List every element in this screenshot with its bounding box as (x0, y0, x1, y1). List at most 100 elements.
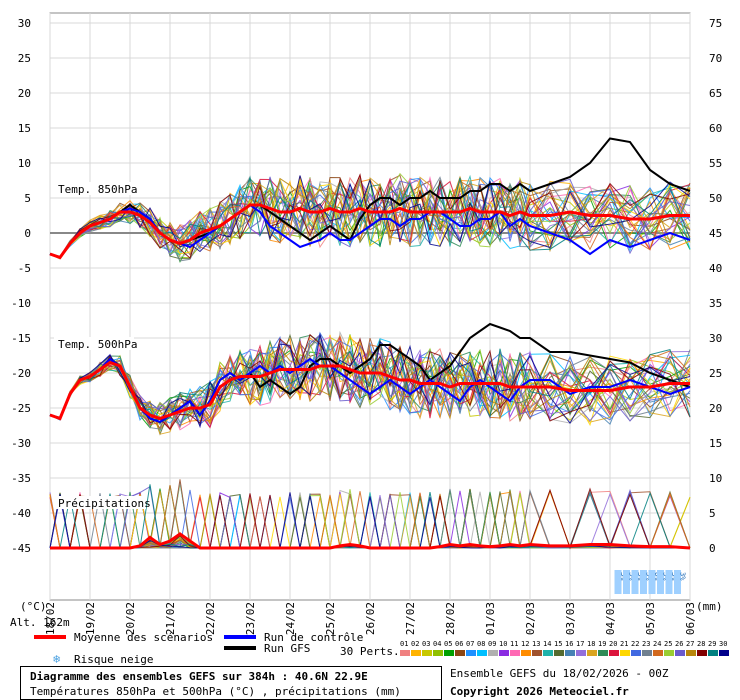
y-right-tick-label: 75 (709, 17, 722, 30)
y-left-tick-label: 15 (18, 122, 31, 135)
y-left-tick-label: -30 (11, 437, 31, 450)
pert-id-label: 21 (620, 640, 628, 648)
pert-id-label: 01 (400, 640, 408, 648)
mean-t850-line (49, 203, 690, 260)
pert-color-swatch (477, 650, 487, 656)
y-right-tick-label: 60 (709, 122, 722, 135)
pert-color-swatch (400, 650, 410, 656)
control-t850-line (49, 203, 691, 259)
pert-color-swatch (444, 650, 454, 656)
pert-id-label: 16 (565, 640, 573, 648)
pert-color-swatch (708, 650, 718, 656)
snow-risk-bar (674, 570, 681, 594)
pert-color-swatch (466, 650, 476, 656)
y-right-tick-label: 65 (709, 87, 722, 100)
snow-risk-bar (640, 570, 647, 594)
pert-color-swatch (422, 650, 432, 656)
pert-id-label: 22 (631, 640, 639, 648)
pert-id-label: 07 (466, 640, 474, 648)
pert-t850-line (49, 175, 691, 259)
y-left-tick-label: -40 (11, 507, 31, 520)
y-right-tick-label: 25 (709, 367, 722, 380)
legend-gfs-label: Run GFS (264, 642, 310, 655)
pert-id-label: 18 (587, 640, 595, 648)
snow-risk-bar (665, 570, 673, 594)
pert-id-label: 06 (455, 640, 463, 648)
pert-color-swatch (510, 650, 520, 656)
pert-color-swatch (554, 650, 564, 656)
pert-id-label: 04 (433, 640, 441, 648)
y-left-tick-label: -10 (11, 297, 31, 310)
pert-id-label: 02 (411, 640, 419, 648)
pert-color-swatch (686, 650, 696, 656)
legend-control-label: Run de contrôle (264, 631, 363, 644)
y-left-tick-label: 5 (24, 192, 31, 205)
pert-color-swatch (609, 650, 619, 656)
main-series (49, 137, 691, 550)
x-tick-label: 26/02 (364, 602, 377, 635)
mean-t500-line (49, 360, 690, 421)
pert-t850-line (49, 174, 691, 259)
pert-id-label: 13 (532, 640, 540, 648)
x-axis: 18/02 19/02 20/02 21/02 22/02 23/02 24/02 25/02… (44, 602, 697, 635)
snow-risk-value: 3% (679, 572, 687, 581)
x-tick-label: 01/03 (484, 602, 497, 635)
y-left-tick-label: 0 (24, 227, 31, 240)
pert-color-swatch (642, 650, 652, 656)
pert-t850-line (49, 172, 691, 259)
x-tick-label: 02/03 (524, 602, 537, 635)
pert-t500-line (49, 339, 691, 430)
y-right-tick-label: 35 (709, 297, 722, 310)
pert-color-swatch (532, 650, 542, 656)
y-right-tick-label: 10 (709, 472, 722, 485)
x-tick-label: 22/02 (204, 602, 217, 635)
label-temp-500: Temp. 500hPa (58, 338, 137, 351)
pert-color-swatch (499, 650, 509, 656)
pert-id-label: 23 (642, 640, 650, 648)
pert-color-swatch (587, 650, 597, 656)
y-left-tick-label: -35 (11, 472, 31, 485)
mean-precip-line (50, 532, 691, 550)
y-right-tick-label: 45 (709, 227, 722, 240)
snowflake-icon: ❄ (53, 652, 60, 666)
pert-id-label: 10 (499, 640, 507, 648)
y-axis-left: 30 25 20 15 10 5 0 -5 -10 -15 -20 -25 -30 -35 -40 -45 (11, 17, 31, 555)
pert-id-label: 14 (543, 640, 551, 648)
snow-risk-bar (614, 570, 622, 594)
y-left-tick-label: -15 (11, 332, 31, 345)
legend-snow-label: Risque neige (74, 653, 153, 666)
pert-color-swatch (620, 650, 630, 656)
y-right-tick-label: 55 (709, 157, 722, 170)
pert-t850-line (49, 180, 691, 259)
pert-id-label: 26 (675, 640, 683, 648)
pert-t500-line (49, 331, 691, 428)
chart-subtitle: Températures 850hPa et 500hPa (°C) , pré… (30, 685, 401, 698)
x-tick-label: 28/02 (444, 602, 457, 635)
right-unit: (mm) (696, 600, 723, 613)
pert-color-swatch (455, 650, 465, 656)
pert-id-label: 11 (510, 640, 518, 648)
x-tick-label: 05/03 (644, 602, 657, 635)
y-left-tick-label: 30 (18, 17, 31, 30)
label-temp-850: Temp. 850hPa (58, 183, 137, 196)
pert-id-label: 20 (609, 640, 617, 648)
x-tick-label: 03/03 (564, 602, 577, 635)
x-tick-label: 27/02 (404, 602, 417, 635)
pert-id-label: 25 (664, 640, 672, 648)
y-left-tick-label: -20 (11, 367, 31, 380)
t500-label-bg (54, 337, 134, 350)
pert-color-swatch (521, 650, 531, 656)
pert-id-label: 19 (598, 640, 606, 648)
pert-id-label: 17 (576, 640, 584, 648)
copyright: Copyright 2026 Meteociel.fr (450, 685, 629, 698)
y-right-tick-label: 5 (709, 507, 716, 520)
pert-color-swatch (598, 650, 608, 656)
chart-title: Diagramme des ensembles GEFS sur 384h : … (30, 670, 368, 683)
x-tick-label: 06/03 (684, 602, 697, 635)
left-unit: (°C) (20, 600, 47, 613)
pert-color-swatch (433, 650, 443, 656)
legend-mean-label: Moyenne des scénarios (74, 631, 213, 644)
snow-risk-marks: 3%3%3%3%6%3%3%3% (614, 570, 687, 594)
